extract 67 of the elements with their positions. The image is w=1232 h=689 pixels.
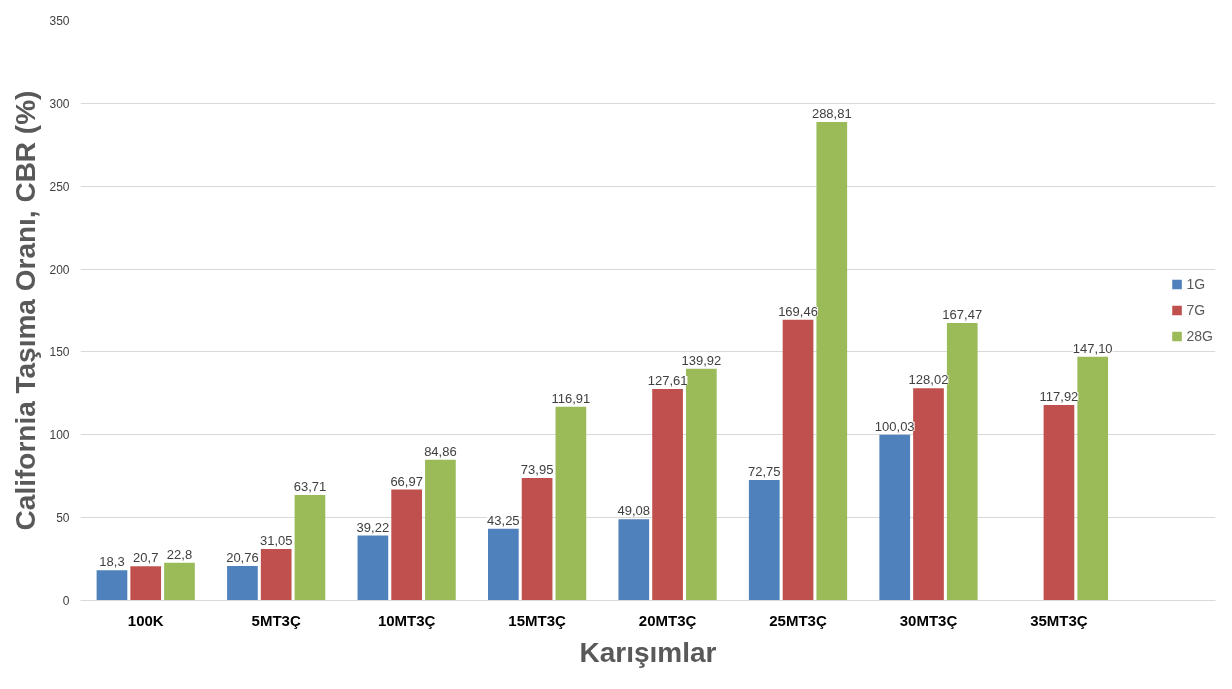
data-label: 66,97 xyxy=(390,473,423,489)
bar xyxy=(748,479,780,601)
data-label: 117,92 xyxy=(1039,389,1079,405)
x-axis-title: Karışımlar xyxy=(579,636,717,668)
data-label: 288,81 xyxy=(811,105,852,121)
data-label: 20,76 xyxy=(226,550,259,566)
data-label: 72,75 xyxy=(748,463,781,479)
data-label: 18,3 xyxy=(99,554,125,570)
x-tick-label: 35MT3Ç xyxy=(1030,611,1088,629)
bar xyxy=(130,566,162,601)
data-label: 147,10 xyxy=(1072,340,1113,356)
data-label: 169,46 xyxy=(778,303,818,319)
data-label: 73,95 xyxy=(520,461,554,477)
y-tick-label: 50 xyxy=(56,511,70,526)
y-tick-label: 100 xyxy=(49,428,70,443)
bar xyxy=(164,562,195,601)
x-tick-label: 10MT3Ç xyxy=(377,611,436,629)
data-label: 43,25 xyxy=(487,512,520,528)
bar xyxy=(913,388,944,601)
x-tick-label: 25MT3Ç xyxy=(769,611,827,629)
y-tick-label: 0 xyxy=(62,594,70,608)
bar xyxy=(1043,405,1075,601)
bar xyxy=(685,368,717,601)
y-tick-label: 150 xyxy=(49,345,70,360)
data-label: 84,86 xyxy=(424,443,457,459)
x-tick-label: 20MT3Ç xyxy=(638,611,697,629)
data-label: 49,08 xyxy=(617,503,651,519)
x-tick-label: 30MT3Ç xyxy=(899,611,958,629)
data-label: 39,22 xyxy=(356,519,390,535)
data-label: 167,47 xyxy=(942,306,983,322)
y-tick-label: 200 xyxy=(49,262,70,277)
bar xyxy=(521,477,553,601)
x-tick-label: 100K xyxy=(127,611,164,629)
bar xyxy=(260,549,292,601)
bar xyxy=(946,322,978,601)
bar xyxy=(1077,356,1109,601)
bar xyxy=(782,319,814,601)
bar xyxy=(425,459,456,601)
y-tick-label: 250 xyxy=(49,179,70,194)
bar xyxy=(391,489,422,601)
data-label: 128,02 xyxy=(908,372,949,388)
y-tick-label: 350 xyxy=(49,14,70,28)
bar xyxy=(357,535,389,601)
x-tick-label: 5MT3Ç xyxy=(251,611,301,629)
legend-label: 28G xyxy=(1186,328,1213,344)
data-label: 127,61 xyxy=(647,373,688,389)
data-label: 139,92 xyxy=(681,352,722,368)
data-label: 20,7 xyxy=(133,550,159,566)
x-tick-label: 15MT3Ç xyxy=(508,611,567,629)
bar xyxy=(227,566,258,601)
y-axis-title: California Taşıma Oranı, CBR (%) xyxy=(10,90,42,531)
y-tick-label: 300 xyxy=(49,96,70,111)
bar xyxy=(652,389,683,601)
data-label: 22,8 xyxy=(166,546,193,562)
data-label: 31,05 xyxy=(259,533,293,549)
data-label: 63,71 xyxy=(293,478,327,494)
data-label: 100,03 xyxy=(874,418,915,434)
bar xyxy=(487,528,519,601)
data-label: 116,91 xyxy=(551,390,591,406)
legend-label: 7G xyxy=(1186,302,1207,318)
bar xyxy=(555,406,587,601)
bar xyxy=(816,121,848,601)
bar xyxy=(879,434,911,601)
legend-label: 1G xyxy=(1186,276,1207,292)
bar xyxy=(618,519,650,601)
bar xyxy=(96,570,128,601)
bar xyxy=(294,494,326,601)
